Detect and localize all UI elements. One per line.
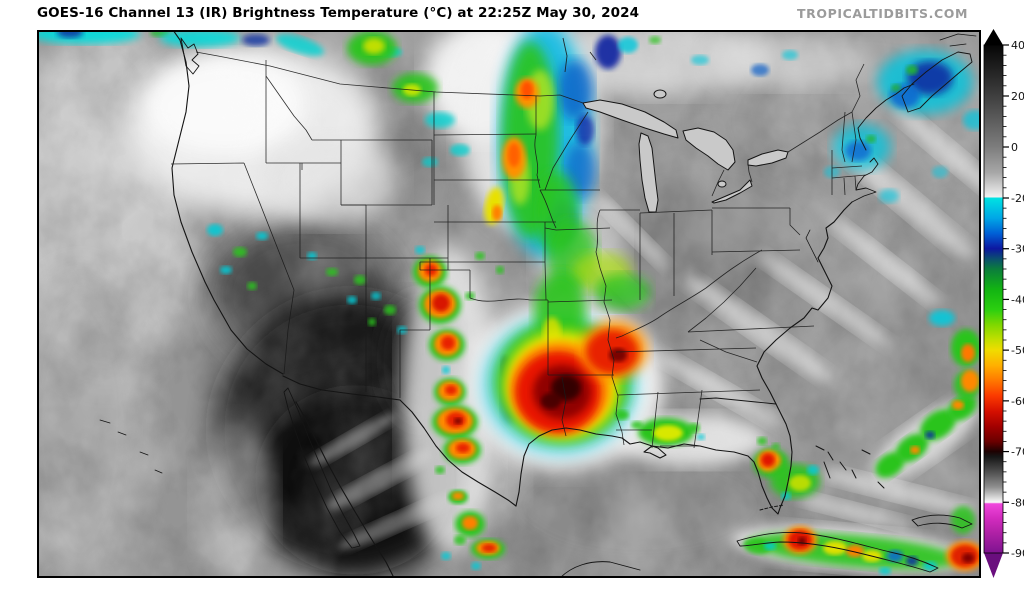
colorbar: 40 20 0 -20 -30 -40 -50 -60 -70 -80 -90 (983, 29, 1024, 578)
bahamas-islands (815, 445, 885, 489)
colorbar-tick-label: -70 (1011, 446, 1024, 459)
colorbar-tick-label: -80 (1011, 496, 1024, 509)
storm-north-band (484, 30, 650, 310)
storm-gulf-coast (615, 410, 705, 446)
colorbar-tick-label: -20 (1011, 192, 1024, 205)
colorbar-tick-label: -60 (1011, 395, 1024, 408)
storm-atlantic (872, 310, 981, 534)
colorbar-tick-label: -40 (1011, 293, 1024, 306)
state-borders (170, 37, 867, 449)
coastlines (99, 30, 977, 578)
colorbar-tick-label: 40 (1011, 39, 1024, 52)
map-frame (37, 30, 981, 578)
colorbar-tick-label: -90 (1011, 547, 1024, 560)
storm-top-edge (37, 30, 798, 304)
storm-northeast (824, 50, 981, 203)
colorbar-tick-label: 0 (1011, 141, 1018, 154)
storm-mcs-southern-plains (482, 272, 647, 455)
colorbar-tick-label: -50 (1011, 344, 1024, 357)
colorbar-ticks: 40 20 0 -20 -30 -40 -50 -60 -70 -80 -90 (1003, 39, 1024, 560)
colorbar-arrow-top (984, 29, 1003, 45)
colorbar-tick-label: 20 (1011, 90, 1024, 103)
site-watermark: TROPICALTIDBITS.COM (797, 6, 968, 21)
great-lakes (582, 89, 789, 213)
storm-cuba-line (730, 524, 981, 575)
colorbar-tick-label: -30 (1011, 243, 1024, 256)
colorbar-arrow-bottom (984, 553, 1003, 578)
colorbar-gradient-bar (983, 44, 1004, 554)
product-title: GOES-16 Channel 13 (IR) Brightness Tempe… (37, 5, 640, 21)
channel-islands (99, 419, 163, 474)
storm-florida (753, 437, 820, 500)
